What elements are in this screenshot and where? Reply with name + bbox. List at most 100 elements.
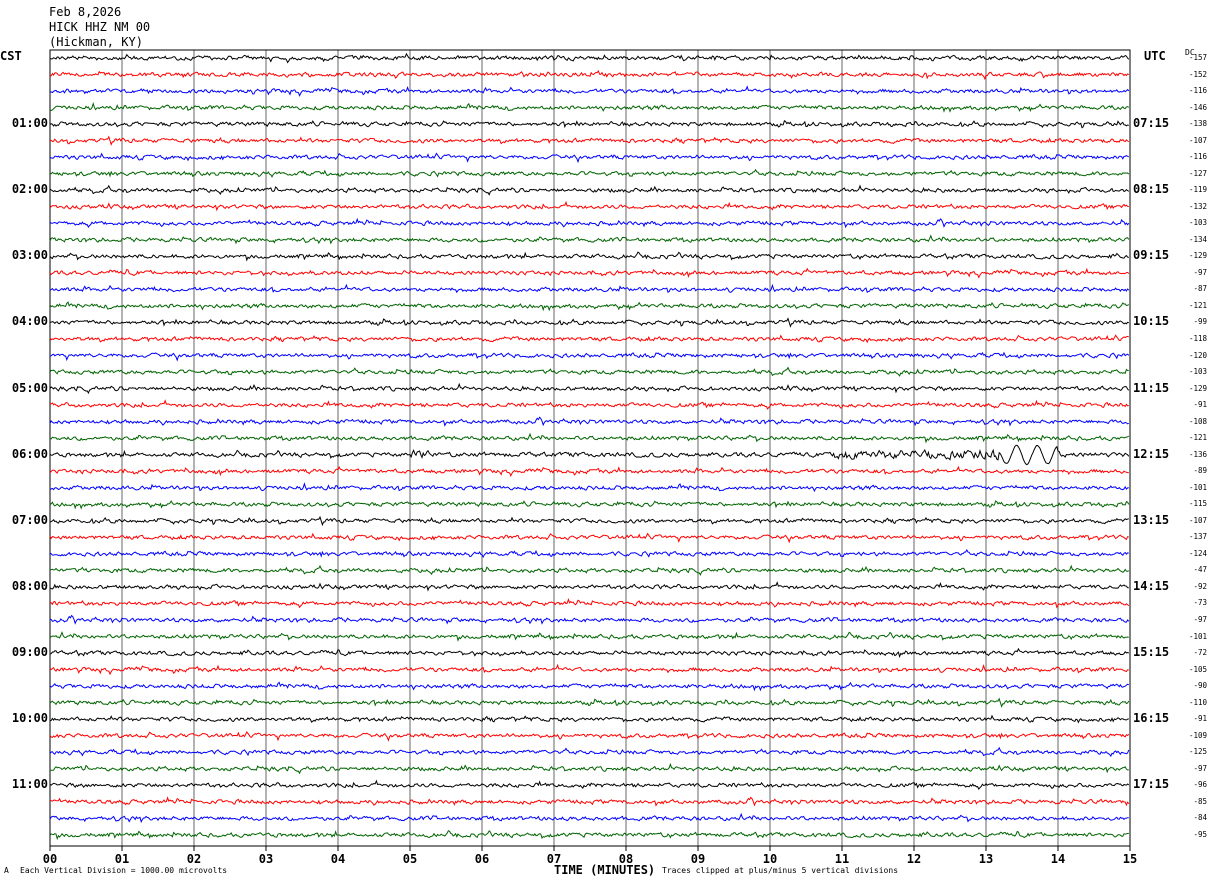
dc-offset-label: -107 [1188,135,1207,145]
seismic-trace [49,500,1130,510]
scale-note: Each Vertical Division = 1000.00 microvo… [20,866,228,875]
dc-offset-label: -47 [1193,565,1207,575]
dc-offset-label: -101 [1188,631,1207,641]
seismic-trace [49,366,1129,377]
clip-note: Traces clipped at plus/minus 5 vertical … [662,866,899,875]
seismic-trace [49,564,1130,577]
dc-offset-label: -124 [1188,548,1207,558]
x-tick-label: 02 [186,852,202,866]
dc-offset-label: -91 [1193,714,1207,724]
dc-offset-label: -120 [1188,350,1207,360]
right-hour-label: 10:15 [1133,314,1170,329]
dc-offset-label: -157 [1188,53,1207,62]
seismic-trace [49,251,1129,262]
seismic-trace [49,697,1130,708]
dc-offset-label: -136 [1188,449,1207,459]
left-hour-label: 05:00 [11,380,48,395]
seismic-trace [49,549,1129,559]
dc-offset-label: -101 [1188,482,1207,492]
seismic-trace [49,746,1130,758]
right-hour-label: 07:15 [1133,116,1170,131]
right-hour-label: 12:15 [1133,446,1170,461]
dc-offset-label: -84 [1193,813,1207,823]
seismic-trace [50,762,1129,775]
seismic-trace [49,234,1130,245]
left-hour-label: 02:00 [11,182,48,197]
dc-offset-label: -121 [1188,300,1207,310]
dc-offset-label: -99 [1193,317,1207,327]
dc-offset-label: -129 [1188,251,1207,261]
dc-offset-label: -152 [1188,69,1207,79]
seismic-trace [49,267,1130,279]
seismic-trace [49,444,1130,466]
dc-offset-label: -92 [1193,581,1207,591]
dc-offset-label: -103 [1188,218,1207,228]
seismic-trace [49,581,1129,592]
dc-offset-label: -115 [1188,499,1207,509]
dc-offset-label: -127 [1188,168,1207,178]
seismic-trace [49,714,1129,724]
dc-offset-label: -87 [1193,284,1207,294]
seismic-trace [49,152,1129,164]
left-hour-label: 01:00 [11,116,48,131]
seismic-trace [49,200,1129,212]
seismic-trace [49,731,1130,742]
seismic-trace [49,532,1129,544]
seismic-trace [49,681,1130,692]
seismic-trace [49,482,1129,493]
dc-offset-label: -85 [1193,796,1207,806]
dc-offset-label: -73 [1193,598,1207,608]
seismic-trace [49,101,1130,113]
seismic-trace [49,796,1130,807]
left-timezone-label: CST [0,49,22,63]
seismic-trace [49,184,1130,196]
x-tick-label: 11 [834,852,850,866]
dc-offset-label: -137 [1188,532,1207,542]
left-hour-label: 08:00 [11,578,48,593]
dc-offset-label: -116 [1188,86,1207,96]
x-tick-label: 00 [42,852,58,866]
x-tick-label: 04 [330,852,346,866]
seismic-trace [49,351,1130,362]
x-tick-label: 06 [474,852,490,866]
seismic-trace [49,465,1129,478]
left-hour-label: 09:00 [11,645,48,660]
right-hour-label: 15:15 [1133,645,1170,660]
seismic-trace [49,382,1130,395]
right-hour-label: 14:15 [1133,578,1170,593]
dc-offset-label: -97 [1193,615,1207,625]
station-location: (Hickman, KY) [49,35,143,49]
dc-offset-label: -109 [1188,730,1207,740]
dc-offset-label: -107 [1188,515,1207,525]
right-hour-label: 16:15 [1133,711,1170,726]
x-axis-title: TIME (MINUTES) [554,863,656,877]
left-hour-label: 03:00 [11,248,48,263]
seismic-trace [49,614,1130,625]
right-hour-label: 11:15 [1133,380,1170,395]
right-timezone-label: UTC [1144,49,1166,63]
seismic-trace [49,515,1129,527]
x-tick-label: 12 [906,852,922,866]
dc-offset-label: -90 [1193,681,1207,691]
dc-offset-label: -89 [1193,466,1207,476]
x-tick-label: 09 [690,852,706,866]
seismic-trace [49,52,1130,64]
dc-offset-label: -132 [1188,201,1207,211]
seismic-trace [49,432,1130,444]
x-tick-label: 13 [978,852,994,866]
dc-offset-label: -91 [1193,400,1207,410]
left-hour-label: 10:00 [11,711,48,726]
x-tick-label: 05 [402,852,418,866]
dc-offset-label: -129 [1188,383,1207,393]
right-hour-label: 08:15 [1133,182,1170,197]
dc-offset-label: -95 [1193,829,1207,839]
dc-offset-label: -72 [1193,648,1207,658]
seismic-trace [49,812,1129,824]
seismic-trace [49,120,1129,129]
seismic-trace [49,416,1129,427]
seismic-trace [49,85,1130,97]
seismic-trace [49,399,1129,410]
seismic-trace [49,598,1130,609]
dc-offset-label: -96 [1193,780,1207,790]
seismic-trace [49,168,1130,178]
